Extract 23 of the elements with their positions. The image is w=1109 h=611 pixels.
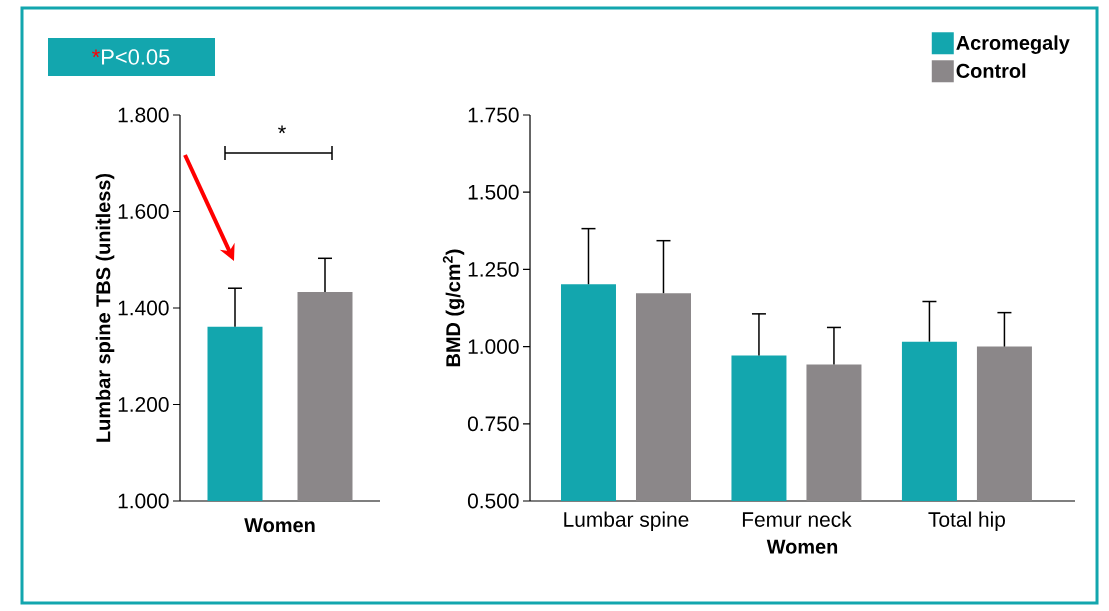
x-axis-title: Women — [244, 518, 315, 533]
legend-label: Acromegaly — [956, 35, 1070, 54]
y-tick-label: 1.250 — [468, 261, 519, 277]
y-axis-title: Lumbar spine TBS (unitless) — [95, 173, 115, 442]
y-axis-title: BMD (g/cm$^{2}$) — [442, 249, 465, 367]
y-tick-label: 1.400 — [118, 300, 169, 316]
y-tick-label: 1.750 — [468, 107, 519, 123]
legend-label: Control — [956, 63, 1026, 78]
y-tick-label: 1.500 — [468, 184, 519, 200]
y-tick-label: 1.200 — [118, 397, 169, 412]
text: * — [92, 49, 100, 58]
text: P<0.05 — [102, 49, 170, 65]
x-axis-title: Women — [766, 539, 838, 554]
y-tick-label: 1.800 — [118, 107, 169, 123]
x-tick-label: Lumbar spine — [564, 511, 689, 532]
y-tick-label: 0.750 — [467, 416, 519, 432]
y-tick-label: 0.500 — [467, 493, 519, 509]
annotation: * — [278, 125, 286, 134]
y-tick-label: 1.000 — [468, 339, 519, 354]
x-tick-label: Femur neck — [742, 511, 852, 527]
y-tick-label: 1.600 — [118, 204, 169, 219]
y-tick-label: 1.000 — [118, 493, 169, 509]
x-tick-label: Total hip — [928, 511, 1005, 532]
